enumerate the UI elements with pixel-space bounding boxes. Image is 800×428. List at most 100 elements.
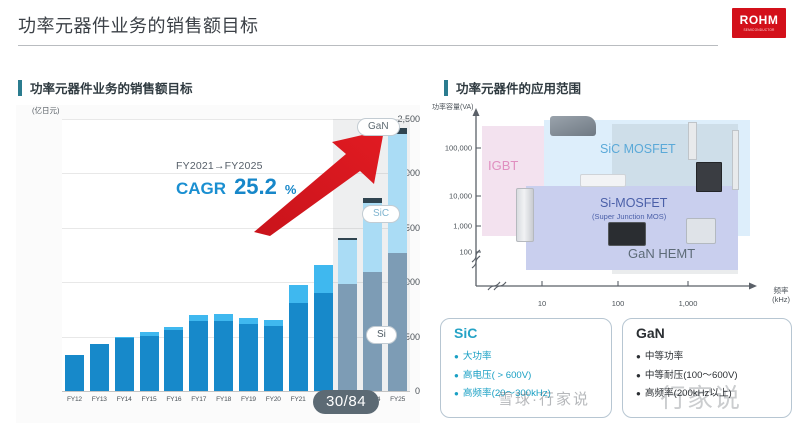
- bar-segment-si: [139, 335, 159, 391]
- bar-segment-gan: [363, 198, 383, 203]
- spec-item-label: 高电压( > 600V): [462, 369, 532, 381]
- base-station-illustration: [732, 130, 739, 190]
- app-x-axis-unit-line1: 频率: [773, 286, 789, 295]
- bar-segment-si: [89, 344, 109, 391]
- x-axis-line: [62, 391, 410, 392]
- bar-segment-si: [338, 284, 358, 391]
- y-axis-tick: 0: [414, 386, 420, 396]
- chart-bar: [114, 336, 134, 391]
- spec-item: ● 高频率(200kHz以上): [636, 385, 785, 404]
- chart-bar: [238, 318, 258, 391]
- cagr-percent-sign: %: [284, 182, 297, 197]
- y-axis-unit-label: (亿日元): [32, 106, 60, 115]
- bar-segment-sic: [263, 320, 283, 326]
- x-axis-tick: FY14: [116, 396, 132, 403]
- spec-item: ● 高频率(20～300kHz): [454, 385, 605, 404]
- rohm-logo-text: ROHM: [739, 13, 779, 27]
- cagr-period-label: FY2021→FY2025: [176, 160, 263, 172]
- app-y-axis-unit-label: 功率容量(VA): [432, 104, 474, 111]
- x-axis-tick: FY15: [141, 396, 157, 403]
- bullet-icon: ●: [636, 352, 641, 361]
- app-x-tick: 10: [537, 299, 547, 308]
- chart-bar: [189, 314, 209, 391]
- rohm-logo-subtext: SEMICONDUCTOR: [743, 28, 775, 32]
- x-axis-tick: FY16: [166, 396, 182, 403]
- bar-segment-sic: [214, 313, 234, 322]
- spec-item-label: 高频率(20～300kHz): [462, 388, 551, 400]
- page-number-badge: 30/84: [313, 390, 380, 414]
- spec-item-label: 中等功率: [644, 351, 684, 362]
- spec-item-label: 高频率(200kHz以上): [644, 388, 732, 400]
- spec-box-gan: GaN ● 中等功率 ● 中等耐压(100～600V) ● 高频率(200kHz以上): [622, 318, 792, 418]
- bar-segment-sic: [189, 314, 209, 322]
- bar-segment-si: [388, 252, 408, 391]
- x-axis-tick: FY20: [265, 396, 281, 403]
- page-title: 功率元器件业务的销售额目标: [18, 16, 259, 36]
- cagr-label: CAGR: [176, 179, 227, 198]
- chart-bar: [388, 127, 408, 391]
- gridline: [62, 282, 410, 284]
- spec-box-sic-title: SiC: [454, 325, 478, 341]
- app-x-axis-unit-line2: (kHz): [772, 295, 790, 304]
- region-sublabel-si-mosfet: (Super Junction MOS): [592, 212, 667, 221]
- spec-box-gan-title: GaN: [636, 325, 665, 341]
- bar-segment-sic: [313, 264, 333, 294]
- x-axis-tick: FY18: [216, 396, 232, 403]
- bar-segment-si: [263, 325, 283, 391]
- bar-segment-sic: [139, 332, 159, 336]
- spec-item: ● 中等耐压(100～600V): [636, 367, 785, 386]
- chart-bar: [288, 285, 308, 391]
- bullet-icon: ●: [454, 389, 459, 399]
- x-axis-tick: FY13: [91, 396, 107, 403]
- gridline: [62, 173, 410, 175]
- spec-item: ● 高电压( > 600V): [454, 367, 605, 386]
- app-axes: [471, 108, 757, 291]
- cagr-annotation: FY2021→FY2025 CAGR 25.2 %: [176, 160, 336, 200]
- x-axis-tick: FY25: [390, 396, 406, 403]
- region-label-sic-mosfet: SiC MOSFET: [600, 142, 676, 156]
- bar-segment-si: [164, 330, 184, 391]
- right-panel-heading: 功率元器件的应用范围: [444, 78, 581, 97]
- bar-segment-si: [313, 293, 333, 391]
- app-x-axis-unit-label: 频率 (kHz): [772, 286, 790, 304]
- spec-item: ● 大功率: [454, 348, 605, 367]
- app-x-tick: 1,000: [678, 299, 698, 308]
- chart-bar: [89, 344, 109, 391]
- bullet-icon: ●: [636, 370, 641, 380]
- chart-bar: [313, 264, 333, 391]
- bar-segment-sic: [114, 336, 134, 338]
- bar-segment-gan: [338, 237, 358, 240]
- gridline: [62, 336, 410, 338]
- bar-segment-si: [214, 321, 234, 391]
- app-y-tick: 100: [459, 247, 472, 257]
- region-label-si-mosfet: Si-MOSFET: [600, 196, 668, 210]
- chart-bar: [164, 326, 184, 391]
- spec-item: ● 中等功率: [636, 348, 785, 367]
- bullet-icon: ●: [454, 352, 459, 361]
- region-label-gan-hemt: GaN HEMT: [628, 246, 696, 261]
- gridline: [62, 227, 410, 229]
- chart-bar: [139, 332, 159, 391]
- bullet-icon: ●: [636, 389, 641, 399]
- spec-box-sic-list: ● 大功率 ● 高电压( > 600V) ● 高频率(20～300kHz): [454, 348, 605, 404]
- spec-box-gan-list: ● 中等功率 ● 中等耐压(100～600V) ● 高频率(200kHz以上): [636, 348, 785, 404]
- server-illustration: [696, 162, 722, 192]
- app-y-tick: 100,000: [444, 143, 472, 153]
- train-illustration: [550, 116, 596, 136]
- bar-segment-sic: [288, 285, 308, 303]
- refrigerator-illustration: [516, 188, 534, 242]
- si-callout: Si: [366, 326, 397, 344]
- air-conditioner-illustration: [580, 174, 626, 187]
- bar-segment-si: [238, 323, 258, 391]
- left-panel-heading: 功率元器件业务的销售额目标: [18, 78, 193, 97]
- bar-segment-sic: [164, 326, 184, 331]
- bar-segment-si: [189, 321, 209, 391]
- spec-item-label: 中等耐压(100～600V): [644, 369, 738, 381]
- television-illustration: [608, 222, 646, 246]
- region-label-igbt: IGBT: [488, 158, 519, 173]
- gan-callout: GaN: [357, 118, 400, 136]
- right-panel-heading-label: 功率元器件的应用范围: [456, 82, 582, 96]
- chart-bar: [338, 237, 358, 391]
- charger-illustration: [688, 122, 697, 160]
- left-panel-heading-label: 功率元器件业务的销售额目标: [30, 82, 193, 96]
